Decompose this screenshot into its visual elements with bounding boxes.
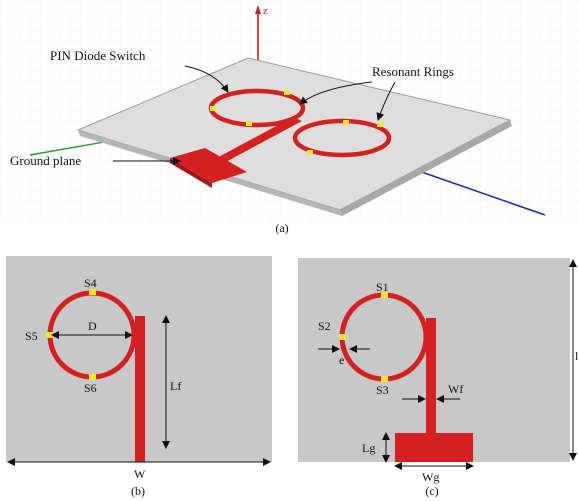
switch-s2	[339, 334, 346, 340]
width-label: W	[134, 467, 146, 481]
switch-s6	[89, 374, 96, 380]
z-axis-arrow	[255, 5, 261, 14]
length-label: l	[575, 349, 579, 363]
pin-diode-callout-label: PIN Diode Switch	[50, 48, 146, 63]
switch-label-s6: S6	[84, 381, 97, 395]
z-axis-label: z	[263, 5, 268, 17]
panel-a: z PIN Diode Switch Resonant Rings Ground…	[0, 0, 579, 235]
switch-label-s2: S2	[318, 319, 331, 333]
pin-diode-switch	[343, 120, 349, 125]
pin-diode-switch	[377, 122, 383, 127]
ground-plane-patch	[170, 148, 247, 183]
panel-c: S1 S2 S3 e Wf Lg Wg l (c)	[298, 258, 579, 498]
ground-length-label: Lg	[362, 441, 375, 455]
ground-plane-callout-label: Ground plane	[10, 153, 81, 168]
feed-line-3d	[213, 117, 302, 164]
ground-plane-patch	[395, 433, 473, 462]
ring-thickness-label: e	[339, 353, 344, 367]
switch-label-s4: S4	[84, 276, 97, 290]
feed-line	[426, 318, 436, 435]
panel-a-caption: (a)	[275, 221, 288, 235]
pin-diode-switch	[284, 90, 290, 95]
pin-diode-callout-arrow	[184, 65, 229, 93]
switch-s3	[381, 376, 388, 382]
switch-s1	[381, 292, 388, 298]
pin-diode-switch	[246, 121, 252, 126]
ground-width-label: Wg	[422, 470, 439, 484]
pin-diode-switch	[210, 106, 216, 111]
switch-s4	[89, 289, 96, 295]
panel-b-caption: (b)	[131, 484, 145, 498]
resonant-rings-callout-arrow	[299, 81, 373, 105]
panel-b: S4 S5 S6 D Lf W (b)	[6, 256, 272, 498]
pin-diode-switch	[307, 150, 313, 155]
resonant-rings-callout-arrow	[376, 81, 396, 121]
resonant-ring-right	[292, 118, 392, 158]
ring-diameter-label: D	[88, 319, 97, 333]
switch-label-s1: S1	[376, 280, 389, 294]
switch-s5	[46, 332, 53, 338]
substrate-edge-right	[340, 120, 512, 216]
feed-line	[135, 316, 145, 462]
switch-label-s3: S3	[376, 383, 389, 397]
panel-c-caption: (c)	[425, 484, 438, 498]
ground-plane-patch-side	[170, 158, 212, 188]
resonant-rings-callout-label: Resonant Rings	[372, 64, 454, 79]
switch-label-s5: S5	[25, 329, 38, 343]
feed-width-label: Wf	[448, 382, 463, 396]
feed-length-label: Lf	[170, 379, 181, 393]
